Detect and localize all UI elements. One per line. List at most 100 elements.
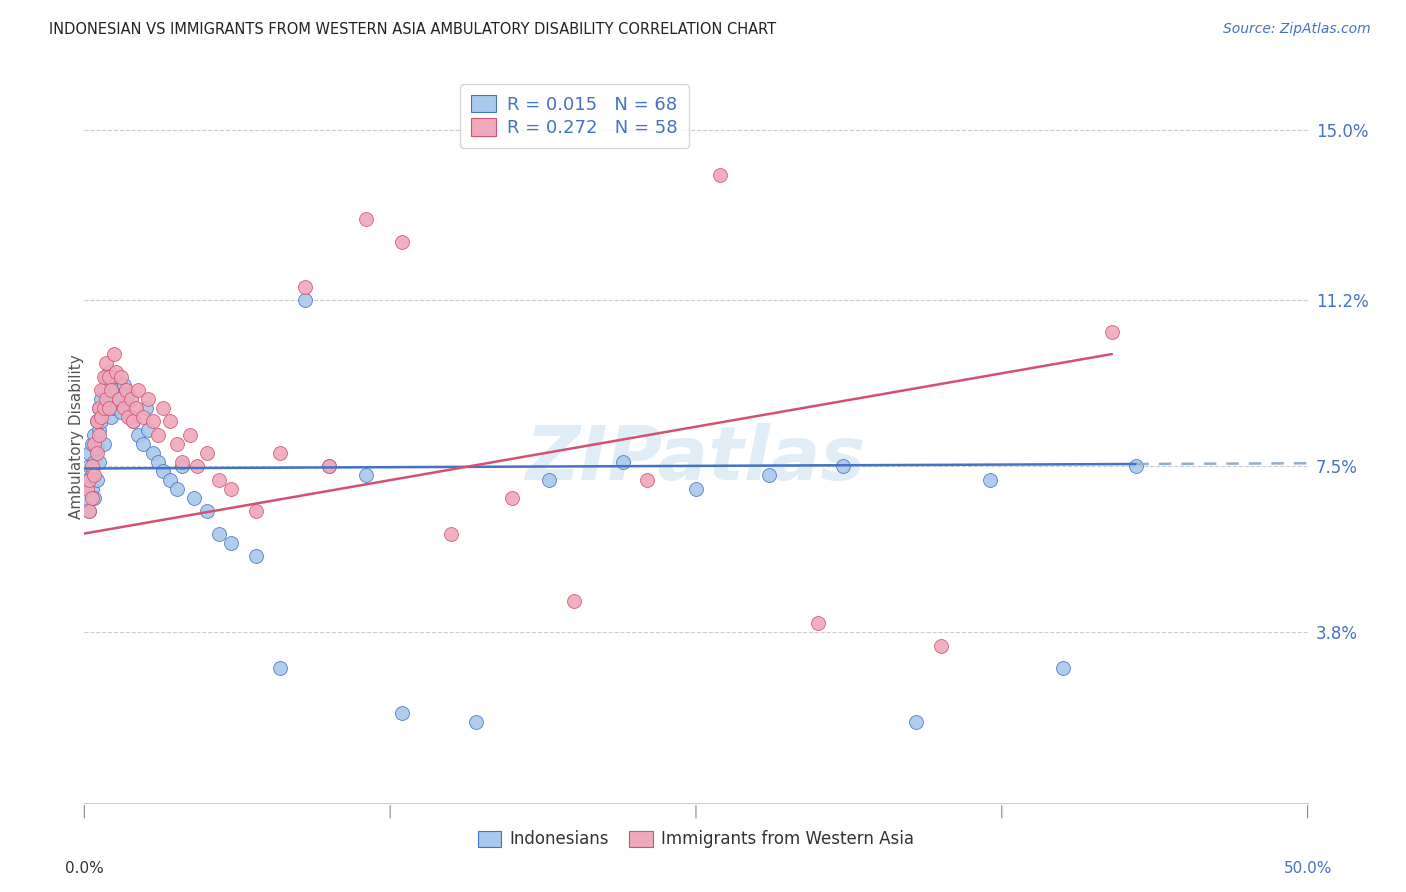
Point [107,392,129,406]
Point [127,383,149,397]
Text: Source: ZipAtlas.com: Source: ZipAtlas.com [1223,22,1371,37]
Point [502,491,524,505]
Point [93,437,115,451]
Point [80,459,103,474]
Point [120,409,142,424]
Point [1125,459,1147,474]
Point [709,168,731,182]
Point [219,535,242,549]
Point [186,459,208,474]
Point [245,549,267,563]
Point [83,455,105,469]
Point [146,455,169,469]
Point [96,356,118,370]
Point [807,616,830,631]
Point [245,504,267,518]
Point [86,446,108,460]
Point [103,369,125,384]
Point [183,491,205,505]
Point [562,594,585,608]
Point [112,401,135,415]
Point [152,401,174,415]
Point [110,369,132,384]
Point [117,409,139,424]
Point [115,383,138,397]
Point [97,365,120,379]
Point [294,293,316,308]
Point [538,473,561,487]
Point [97,392,120,406]
Point [77,446,100,460]
Point [103,401,125,415]
Point [905,714,928,729]
Point [636,473,658,487]
Point [76,473,98,487]
Point [132,409,155,424]
Point [179,427,201,442]
Point [86,414,108,428]
Point [269,661,291,675]
Point [77,473,100,487]
Point [80,482,103,496]
Point [77,504,100,518]
Point [1101,325,1123,339]
Point [103,347,125,361]
Point [391,706,413,720]
Point [86,442,108,456]
Point [172,459,194,474]
Point [136,423,159,437]
Point [146,427,169,442]
Point [77,504,100,518]
Point [208,473,231,487]
Point [80,491,103,505]
Point [90,414,112,428]
Point [219,482,242,496]
Text: ZIPatlas: ZIPatlas [526,423,866,496]
Point [107,392,129,406]
Point [318,459,340,474]
Point [87,401,110,415]
Point [97,401,120,415]
Point [93,369,115,384]
Text: 0.0%: 0.0% [65,861,104,876]
Point [87,423,110,437]
Point [93,405,115,419]
Point [76,491,98,505]
Point [159,414,181,428]
Point [166,482,188,496]
Point [83,427,105,442]
Point [929,639,952,653]
Point [93,383,115,397]
Point [105,365,128,379]
Point [83,468,105,483]
Point [195,504,218,518]
Point [77,459,100,474]
Point [90,409,112,424]
Point [87,455,110,469]
Point [97,369,120,384]
Point [166,437,188,451]
Point [117,387,139,401]
Point [159,473,181,487]
Point [208,526,231,541]
Point [354,212,377,227]
Point [127,427,149,442]
Point [195,446,218,460]
Point [100,378,122,392]
Point [90,392,112,406]
Y-axis label: Ambulatory Disability: Ambulatory Disability [69,355,83,519]
Point [87,427,110,442]
Point [612,455,634,469]
Point [83,437,105,451]
Point [132,437,155,451]
Point [464,714,486,729]
Point [96,392,118,406]
Point [86,473,108,487]
Point [685,482,707,496]
Point [115,396,138,410]
Point [318,459,340,474]
Point [105,383,128,397]
Text: INDONESIAN VS IMMIGRANTS FROM WESTERN ASIA AMBULATORY DISABILITY CORRELATION CHA: INDONESIAN VS IMMIGRANTS FROM WESTERN AS… [49,22,776,37]
Point [142,414,165,428]
Point [87,401,110,415]
